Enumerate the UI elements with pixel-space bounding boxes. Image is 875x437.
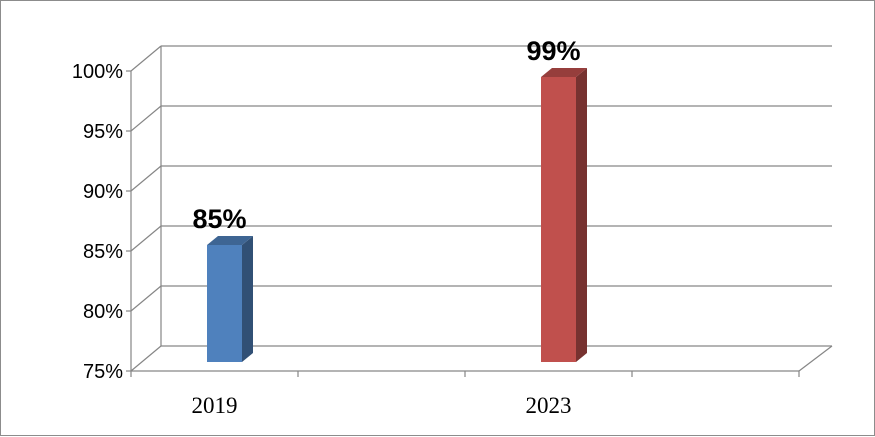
y-tick-label: 95% — [83, 121, 123, 143]
x-tick-label: 2019 — [192, 393, 238, 418]
gridline-wall — [130, 285, 162, 312]
gridline-wall — [130, 105, 162, 132]
bar-2019 — [207, 245, 242, 362]
gridline-wall — [130, 345, 162, 372]
gridline-wall — [130, 165, 162, 192]
bar-side — [576, 68, 587, 362]
floor-right-edge — [798, 345, 833, 372]
y-tick-label: 75% — [83, 361, 123, 383]
y-tick-label: 80% — [83, 301, 123, 323]
y-tick-label: 85% — [83, 241, 123, 263]
x-tick-label: 2023 — [526, 393, 572, 418]
data-label: 85% — [192, 204, 246, 234]
gridline-wall — [130, 45, 162, 72]
bar-2023 — [541, 77, 576, 362]
bar-top — [207, 236, 253, 245]
gridline-wall — [130, 225, 162, 252]
data-label: 99% — [526, 36, 580, 66]
y-tick-label: 100% — [72, 61, 123, 83]
bar-top — [541, 68, 587, 77]
y-tick-label: 90% — [83, 181, 123, 203]
bar-side — [242, 236, 253, 362]
